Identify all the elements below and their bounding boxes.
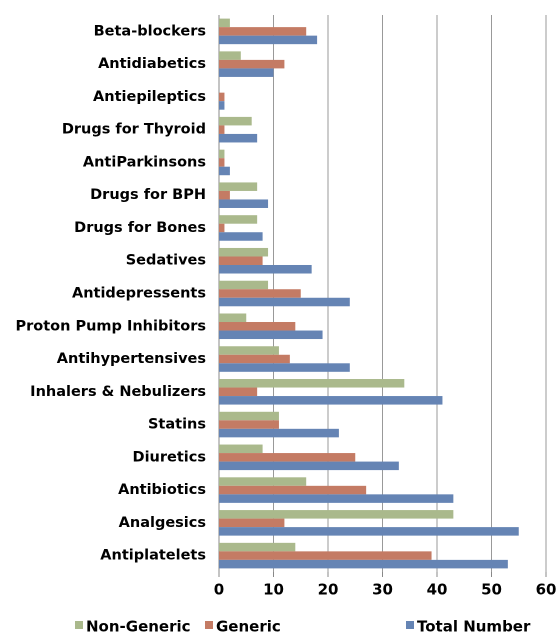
bar [219,354,290,364]
bar [219,551,432,560]
category-label: Diuretics [133,449,206,465]
bar [219,190,230,200]
category-label: Inhalers & Nebulizers [30,384,206,400]
legend-swatch [75,621,83,629]
bar [219,125,225,134]
bar [219,223,225,233]
category-label: Sedatives [126,253,206,269]
category-label: Antiplatelets [100,548,206,564]
category-label: Statins [148,417,206,433]
bar [219,68,274,77]
bar [219,527,519,536]
bar [219,322,296,331]
bar [219,297,350,307]
bar [219,280,269,290]
bar [219,158,225,167]
x-tick-label: 50 [481,581,502,599]
bar [219,559,508,569]
category-label: Antiepileptics [93,89,206,105]
bar [219,101,225,110]
bar [219,182,258,191]
bar [219,444,263,454]
bar [219,363,350,372]
category-label: Drugs for Thyroid [62,122,206,138]
bar [219,133,258,143]
bar [219,330,323,340]
category-label: Beta-blockers [94,23,206,39]
category-label: AntiParkinsons [83,154,206,170]
bar [219,59,285,69]
legend-label: Non-Generic [86,618,191,635]
bar [219,411,279,421]
bar [219,92,225,102]
bar [219,215,258,224]
x-tick-label: 0 [214,581,224,599]
category-label: Antidiabetics [98,56,206,72]
bar [219,289,301,298]
bar [219,247,269,257]
bar [219,51,241,60]
x-tick-label: 20 [318,581,339,599]
x-tick-label: 30 [372,581,393,599]
bar [219,18,230,28]
category-label: Antihypertensives [57,351,206,367]
bar [219,379,405,388]
bar [219,166,230,176]
bar [219,149,225,159]
bar [219,232,263,241]
category-label: Antidepressents [72,286,206,302]
legend-swatch [205,621,213,629]
bar [219,510,454,519]
bar [219,27,307,36]
bar [219,518,285,528]
legend-label: Total Number [417,618,531,635]
category-label: Analgesics [119,515,206,531]
category-label: Drugs for BPH [90,187,206,203]
bar [219,313,247,323]
bar [219,264,312,274]
bar [219,256,263,265]
bar [219,199,269,208]
bar [219,477,307,486]
bar [219,396,443,405]
category-label: Drugs for Bones [74,220,206,236]
bar [219,116,252,126]
bar [219,420,279,429]
bar [219,35,318,45]
x-tick-label: 10 [263,581,284,599]
bar [219,542,296,552]
bar [219,387,258,397]
legend-swatch [406,621,414,629]
x-tick-label: 60 [536,581,557,599]
bar [219,494,454,503]
bar [219,453,356,462]
legend-label: Generic [216,618,281,635]
x-tick-label: 40 [427,581,448,599]
bar [219,485,367,495]
bar [219,346,279,355]
category-label: Antibiotics [118,482,206,498]
bar [219,428,339,438]
category-label: Proton Pump Inhibitors [15,318,206,334]
bar [219,461,399,471]
